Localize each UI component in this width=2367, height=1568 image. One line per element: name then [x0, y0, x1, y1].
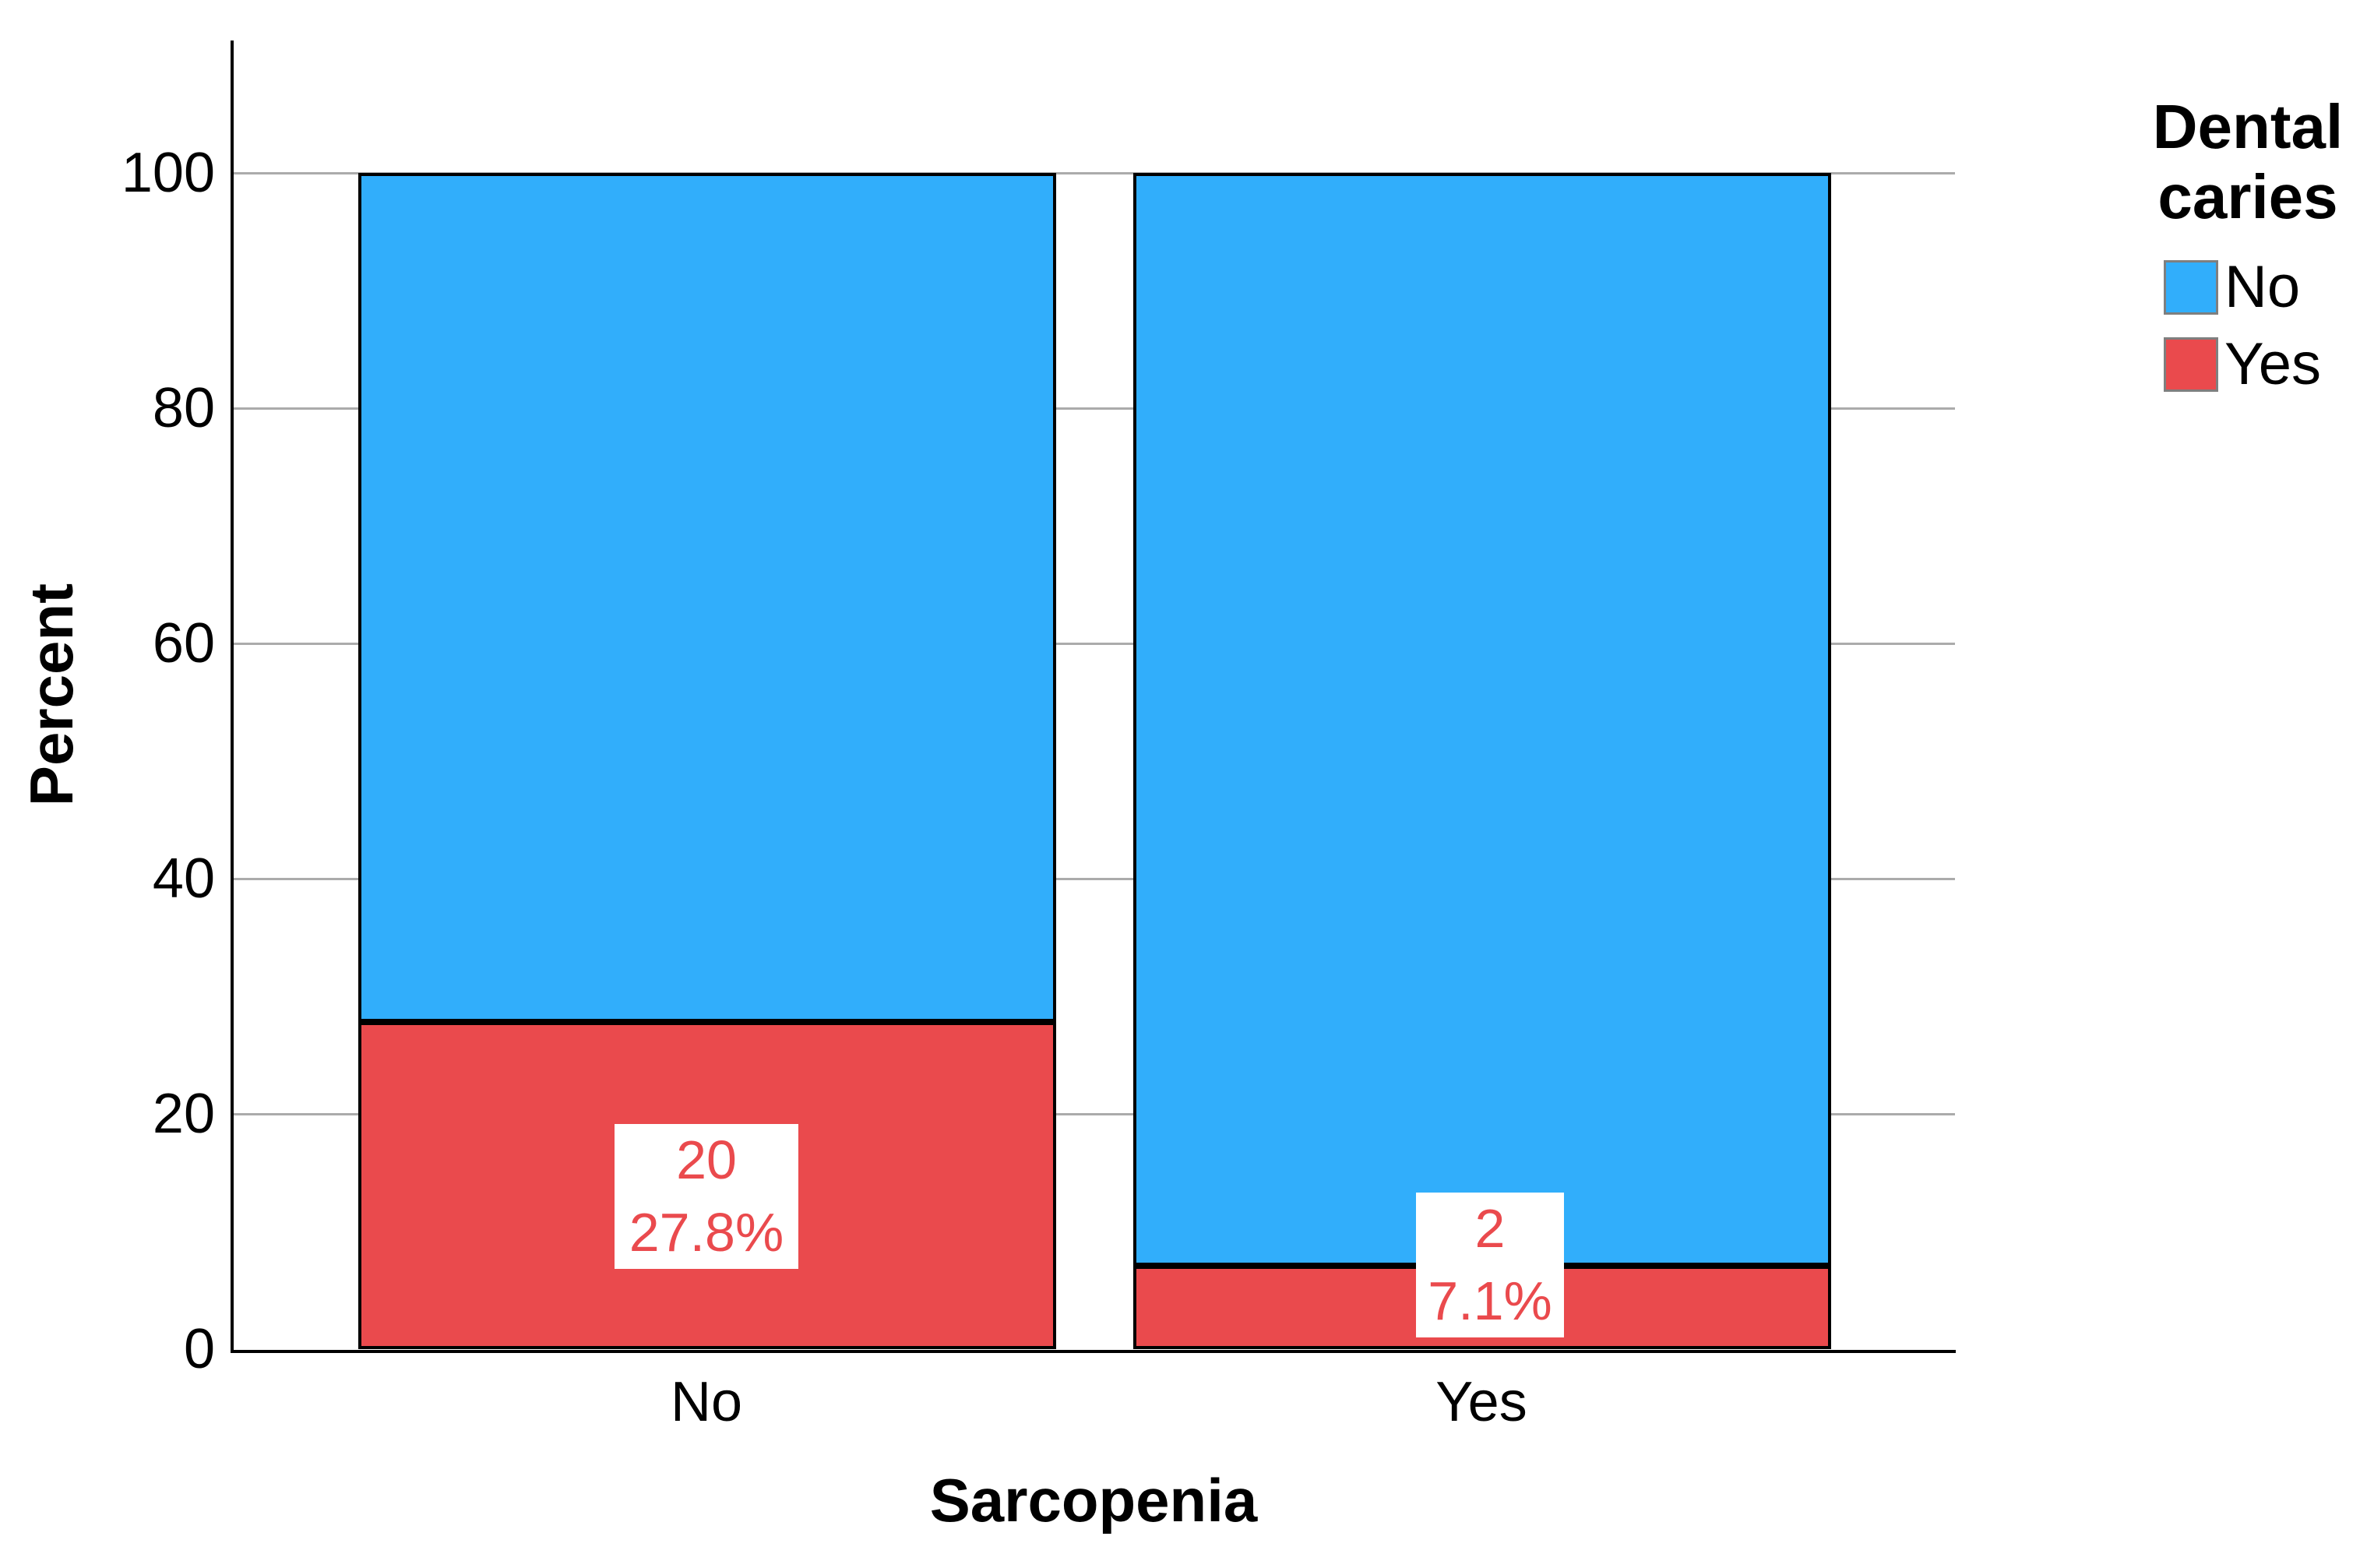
- y-tick-0: 0: [183, 1318, 215, 1380]
- y-tick-80: 80: [152, 377, 215, 439]
- legend-item-yes: Yes: [2164, 335, 2321, 394]
- legend-title: Dental caries: [2152, 92, 2344, 231]
- gridline-40: [234, 878, 1955, 880]
- legend-swatch-no-icon: [2164, 260, 2218, 315]
- y-tick-20: 20: [152, 1083, 215, 1145]
- bar-1-data-label: 2 7.1%: [1416, 1193, 1564, 1337]
- y-axis-line: [231, 41, 234, 1353]
- bar-1-count-label: 2: [1474, 1198, 1506, 1259]
- bar-0-count-label: 20: [676, 1129, 737, 1190]
- gridline-80: [234, 407, 1955, 410]
- legend-label-no: No: [2224, 254, 2301, 320]
- gridline-60: [234, 643, 1955, 645]
- bar-0-segment-no: [358, 173, 1056, 1022]
- legend-item-no: No: [2164, 258, 2300, 317]
- legend-label-yes: Yes: [2224, 331, 2321, 397]
- y-tick-100: 100: [121, 142, 215, 204]
- y-tick-60: 60: [152, 612, 215, 675]
- bar-0-percent-label: 27.8%: [629, 1202, 784, 1263]
- x-axis-title: Sarcopenia: [929, 1466, 1258, 1535]
- bar-1-percent-label: 7.1%: [1428, 1270, 1552, 1331]
- x-tick-no: No: [670, 1371, 743, 1433]
- legend-swatch-yes-icon: [2164, 337, 2218, 392]
- x-axis-line: [231, 1350, 1956, 1353]
- bar-0-data-label: 20 27.8%: [615, 1124, 798, 1269]
- x-tick-yes: Yes: [1435, 1371, 1527, 1433]
- gridline-100: [234, 172, 1955, 174]
- bar-1-segment-no: [1133, 173, 1831, 1266]
- gridline-20: [234, 1113, 1955, 1115]
- y-tick-40: 40: [152, 847, 215, 910]
